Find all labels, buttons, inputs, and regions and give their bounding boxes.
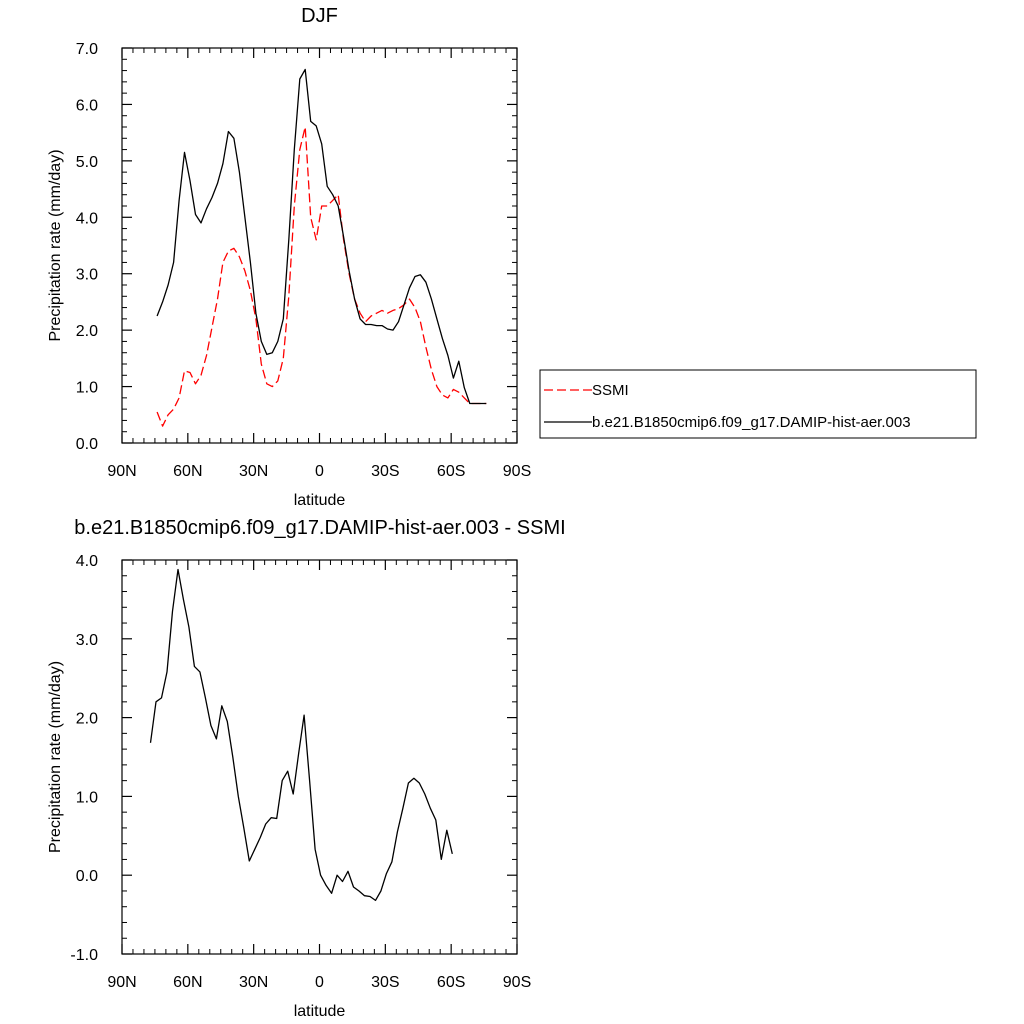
x-tick-label: 30N — [239, 974, 268, 991]
y-tick-label: 4.0 — [76, 553, 98, 570]
y-tick-label: 5.0 — [76, 154, 98, 171]
y-tick-label: 3.0 — [76, 267, 98, 284]
y-tick-label: 2.0 — [76, 711, 98, 728]
chart-title: DJF — [301, 5, 338, 27]
legend-label-ssmi: SSMI — [592, 382, 629, 399]
y-tick-label: 4.0 — [76, 210, 98, 227]
x-tick-label: 60N — [173, 463, 202, 480]
series-line-model — [156, 68, 487, 405]
x-tick-label: 60S — [437, 463, 465, 480]
x-tick-label: 0 — [315, 974, 324, 991]
x-tick-label: 30S — [371, 463, 399, 480]
y-axis-label: Precipitation rate (mm/day) — [47, 661, 64, 853]
chart-title: b.e21.B1850cmip6.f09_g17.DAMIP-hist-aer.… — [74, 517, 565, 539]
x-tick-label: 90S — [503, 974, 531, 991]
y-axis-label: Precipitation rate (mm/day) — [47, 149, 64, 341]
legend-label-model: b.e21.B1850cmip6.f09_g17.DAMIP-hist-aer.… — [592, 414, 911, 431]
x-tick-label: 30N — [239, 463, 268, 480]
x-tick-label: 90N — [107, 974, 136, 991]
legend-box — [539, 369, 977, 439]
y-tick-label: 0.0 — [76, 868, 98, 885]
x-tick-label: 60S — [437, 974, 465, 991]
plot-frame — [121, 47, 518, 444]
x-tick-label: 90S — [503, 463, 531, 480]
y-tick-label: -1.0 — [70, 947, 98, 964]
plot-frame — [121, 559, 518, 955]
y-tick-label: 1.0 — [76, 789, 98, 806]
x-tick-label: 0 — [315, 463, 324, 480]
x-axis-label: latitude — [294, 1003, 346, 1020]
x-tick-label: 60N — [173, 974, 202, 991]
y-tick-label: 3.0 — [76, 632, 98, 649]
y-tick-label: 6.0 — [76, 97, 98, 114]
y-tick-label: 1.0 — [76, 380, 98, 397]
series-line-ssmi — [156, 126, 487, 427]
x-tick-label: 30S — [371, 974, 399, 991]
series-line-difference — [149, 568, 453, 902]
y-tick-label: 2.0 — [76, 323, 98, 340]
y-tick-label: 7.0 — [76, 41, 98, 58]
y-tick-label: 0.0 — [76, 436, 98, 453]
x-tick-label: 90N — [107, 463, 136, 480]
x-axis-label: latitude — [294, 492, 346, 509]
